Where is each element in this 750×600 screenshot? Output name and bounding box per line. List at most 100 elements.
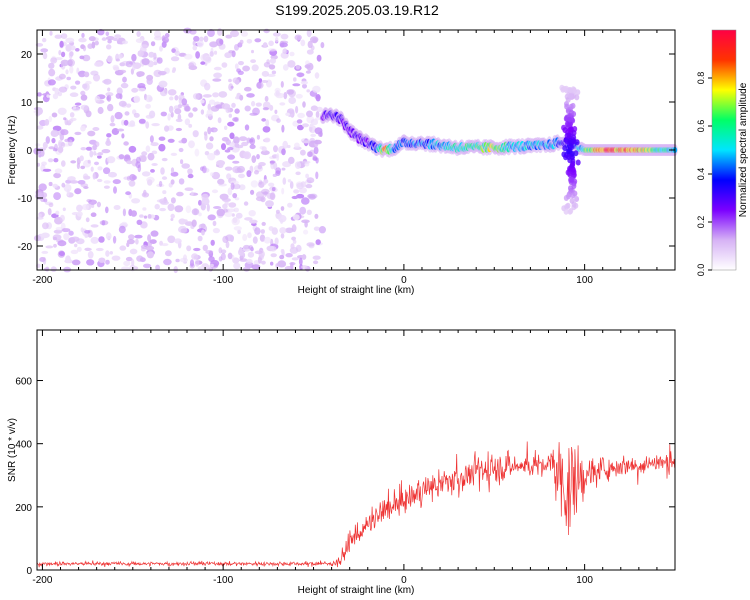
noise-blob (113, 66, 120, 71)
noise-blob (244, 105, 251, 112)
noise-blob (136, 71, 145, 77)
noise-blob (105, 31, 110, 37)
noise-blob (277, 260, 287, 268)
noise-blob (71, 259, 81, 266)
noise-blob (138, 118, 146, 124)
noise-blob (184, 221, 194, 227)
noise-blob (126, 175, 131, 181)
noise-blob (54, 168, 63, 174)
noise-blob (297, 112, 305, 119)
noise-blob (150, 169, 155, 173)
noise-blob (135, 238, 139, 245)
noise-blob (247, 232, 252, 239)
noise-blob (286, 144, 291, 149)
noise-blob (118, 100, 127, 107)
noise-blob (192, 93, 200, 100)
noise-blob (83, 71, 90, 78)
noise-blob (97, 166, 103, 171)
noise-blob (65, 37, 75, 44)
noise-blob (42, 168, 52, 172)
noise-blob (145, 94, 153, 103)
noise-blob (295, 171, 301, 176)
noise-blob (168, 105, 174, 114)
noise-blob (313, 226, 320, 231)
noise-blob (70, 85, 77, 90)
noise-blob (52, 183, 58, 188)
noise-blob (242, 233, 248, 242)
noise-blob (221, 137, 229, 142)
noise-blob (212, 92, 220, 98)
noise-blob (257, 164, 262, 170)
noise-blob (257, 255, 262, 264)
noise-blob (76, 246, 82, 252)
noise-blob (87, 159, 91, 164)
noise-blob (275, 36, 279, 43)
noise-blob (76, 204, 83, 212)
noise-blob (50, 266, 57, 273)
x-tick-label: -200 (32, 575, 52, 586)
noise-blob (221, 62, 228, 68)
noise-blob (224, 201, 229, 206)
noise-blob (255, 81, 264, 89)
noise-blob (232, 217, 238, 224)
noise-blob (80, 90, 86, 96)
snr-axes: -200 -100 0 100 0 200 400 600 (15, 329, 676, 586)
noise-blob (181, 98, 188, 106)
noise-blob (281, 148, 286, 156)
noise-blob (263, 28, 270, 34)
colorbar-frame (711, 29, 737, 271)
noise-blob (239, 94, 244, 101)
noise-blob (159, 45, 163, 52)
noise-blob (265, 119, 270, 127)
noise-blob (312, 85, 321, 93)
noise-blob (174, 205, 184, 213)
noise-blob (234, 79, 240, 85)
noise-blob (252, 236, 258, 244)
noise-blob (83, 175, 91, 180)
noise-blob (121, 266, 130, 271)
noise-blob (232, 183, 241, 190)
noise-blob (94, 95, 101, 103)
noise-blob (227, 208, 236, 213)
noise-blob (108, 171, 117, 178)
noise-blob (48, 181, 53, 187)
noise-blob (50, 57, 58, 64)
noise-blob (79, 155, 84, 162)
noise-blob (221, 143, 226, 151)
noise-blob (217, 178, 225, 185)
noise-blob (136, 31, 141, 37)
noise-blob (89, 150, 94, 158)
noise-blob (165, 250, 172, 257)
noise-blob (141, 58, 150, 66)
noise-blob (107, 103, 114, 112)
noise-blob (97, 178, 103, 183)
spread-blob (567, 208, 573, 215)
noise-blob (240, 31, 248, 37)
noise-blob (167, 235, 176, 244)
spread-blob (566, 154, 572, 161)
noise-blob (180, 228, 188, 234)
noise-blob (244, 124, 250, 131)
noise-blob (85, 80, 92, 85)
noise-blob (60, 33, 68, 39)
noise-blob (234, 142, 240, 148)
noise-blob (294, 34, 302, 41)
noise-blob (128, 234, 135, 240)
noise-blob (291, 224, 297, 233)
noise-blob (150, 41, 156, 47)
noise-blob (171, 48, 176, 53)
noise-blob (198, 199, 202, 206)
noise-blob (152, 61, 158, 66)
noise-blob (167, 89, 177, 96)
noise-blob (233, 226, 242, 231)
colorbar-label: Normalized spectral amplitude (738, 82, 749, 217)
noise-blob (199, 36, 204, 42)
noise-blob (65, 69, 69, 75)
noise-blob (117, 40, 121, 45)
noise-blob (242, 65, 251, 72)
noise-blob (191, 253, 199, 260)
noise-blob (135, 38, 144, 44)
noise-blob (228, 113, 232, 118)
noise-blob (194, 148, 200, 157)
